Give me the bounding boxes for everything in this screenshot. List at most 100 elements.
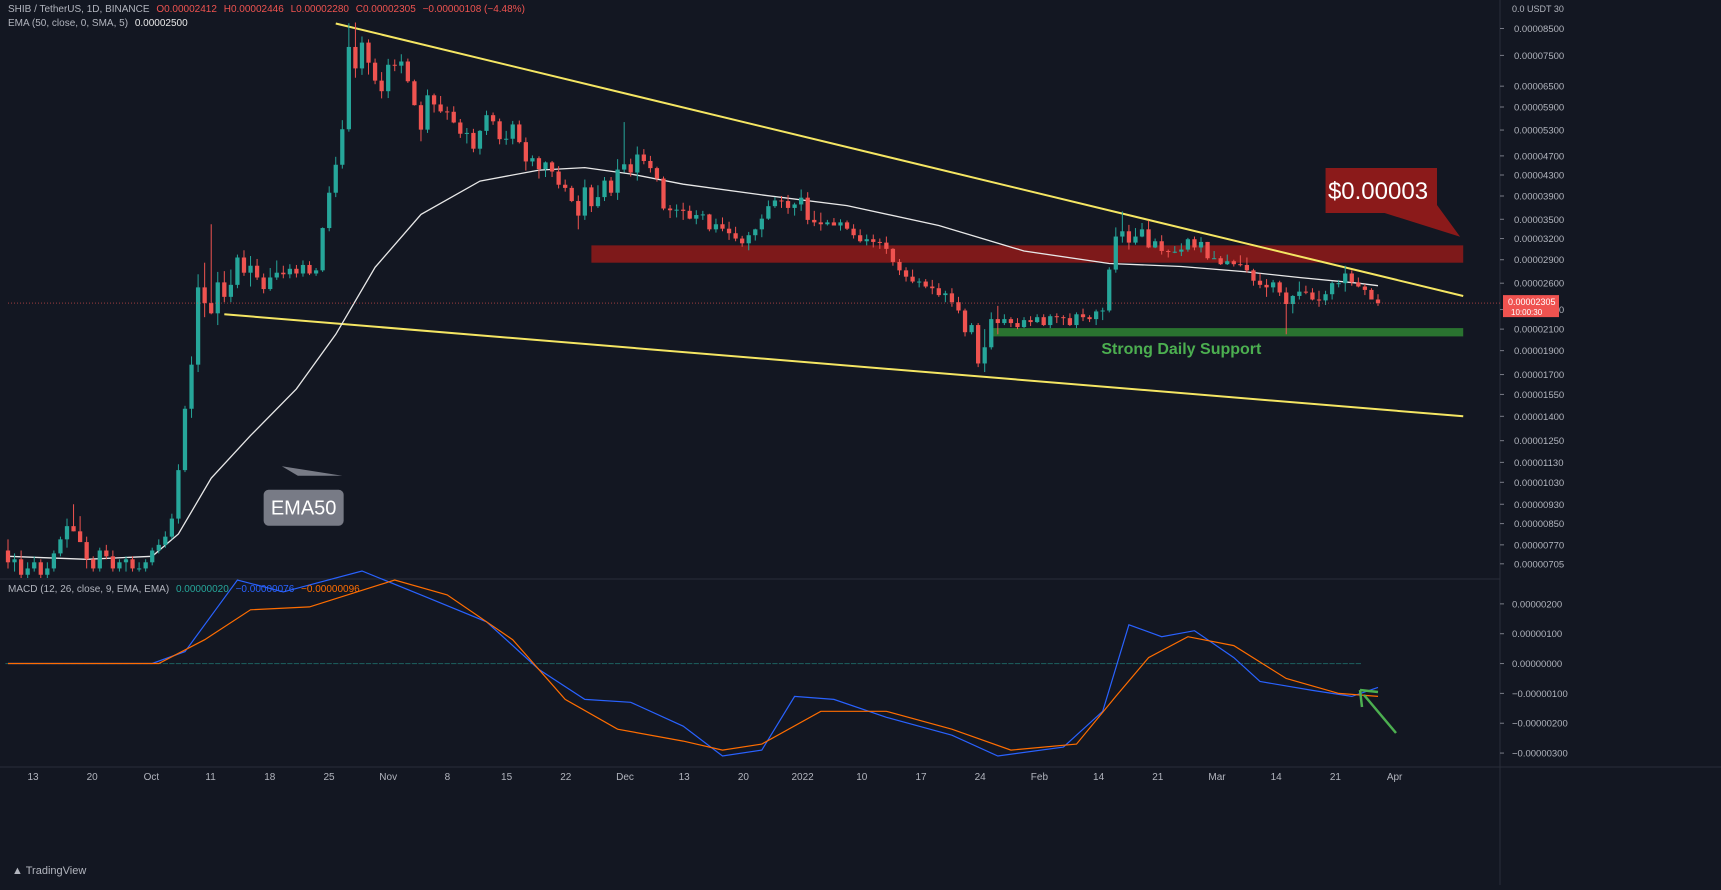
candle-body [884,242,889,249]
ema-legend-label[interactable]: EMA (50, close, 0, SMA, 5) [8,18,129,29]
price-tick-label: 0.00001130 [1514,458,1564,469]
candle-body [667,208,673,211]
macd-histogram-bar [805,663,811,665]
macd-tick-label: −0.00000300 [1512,749,1568,760]
macd-histogram-bar [1172,663,1178,665]
candle-body [923,281,928,287]
tradingview-logo[interactable]: ▲ TradingView [12,865,86,877]
candle-body [1166,250,1171,252]
tradingview-logo-icon: ▲ [12,865,26,877]
macd-legend-label[interactable]: MACD (12, 26, close, 9, EMA, EMA) [8,584,170,595]
candle-body [45,568,50,575]
candle-body [1270,282,1276,288]
candle-body [1172,251,1177,253]
macd-histogram-bar [503,663,509,665]
candle-body [445,111,450,113]
price-tick-label: 0.00006500 [1514,82,1564,93]
macd-histogram-bar [1355,663,1361,665]
macd-hist-value: 0.00000020 [175,584,229,595]
macd-histogram-bar [1093,663,1099,665]
macd-tick-label: 0.00000200 [1512,599,1562,610]
candle-body [589,187,594,207]
macd-histogram-bar [287,663,293,665]
candle-body [936,288,941,296]
candle-body [458,122,463,134]
candle-body [241,257,247,273]
macd-histogram-bar [569,663,575,665]
candle-body [1054,316,1059,318]
candle-body [831,222,837,226]
candle-body [818,222,823,225]
upper-trendline[interactable] [335,22,1464,297]
candle-body [268,277,273,290]
candle-body [1094,311,1099,320]
candle-body [536,158,542,170]
candle-body [785,201,791,208]
macd-histogram-bar [1008,663,1014,665]
candle-body [136,568,142,570]
macd-histogram-bar [1027,663,1034,665]
macd-histogram-bar [968,663,975,665]
macd-histogram-bar [398,663,404,665]
candle-body [1192,239,1197,248]
macd-histogram-bar [175,663,182,665]
macd-histogram-bar [1178,663,1184,665]
macd-histogram-bar [182,663,188,665]
candle-body [313,270,319,274]
candle-body [1290,295,1295,305]
candle-body [1002,319,1007,324]
macd-histogram-bar [247,663,254,665]
candle-body [1146,229,1151,248]
time-tick-label: 24 [975,772,987,783]
candle-body [353,46,358,69]
time-tick-label: 13 [679,772,691,783]
price-tick-label: 0.00001900 [1514,346,1564,357]
candle-body [1061,317,1066,319]
macd-histogram-bar [202,663,208,665]
candle-body [1159,241,1164,251]
candle-body [1297,291,1302,296]
price-tick-label: 0.00007500 [1514,51,1564,62]
ema-callout-pointer [281,466,343,476]
candle-body [871,239,876,242]
candle-body [418,105,424,130]
candle-body [84,542,89,560]
candle-body [687,210,692,219]
time-tick-label: Feb [1031,772,1049,783]
macd-histogram-bar [798,663,804,665]
macd-histogram-bar [333,663,339,665]
symbol-label[interactable]: SHIB / TetherUS, 1D, BINANCE [8,4,150,15]
macd-histogram-bar [700,663,706,665]
lower-trendline[interactable] [224,313,1464,418]
macd-tick-label: −0.00000200 [1512,719,1568,730]
candle-body [910,276,915,282]
candle-body [595,197,601,207]
countdown-value: 10:00:30 [1511,308,1543,317]
macd-histogram-bar [713,663,719,665]
candle-body [615,169,620,193]
macd-histogram-bar [949,663,955,665]
price-axis-unit: 0.0 USDT 30 [1512,4,1564,14]
candle-body [399,61,404,66]
macd-histogram-bar [234,663,241,665]
candle-body [1238,264,1243,266]
time-tick-label: 21 [1152,772,1164,783]
macd-histogram-bar [726,663,732,665]
macd-signal-line [8,579,1379,751]
macd-histogram-bar [359,663,365,665]
candle-body [838,222,843,226]
candle-body [969,325,974,333]
candle-body [104,550,109,557]
time-tick-label: Dec [616,772,634,783]
macd-histogram-bar [556,663,562,665]
macd-histogram-bar [490,663,496,665]
candle-body [254,265,260,278]
resistance-callout [1325,168,1461,237]
macd-histogram-bar [765,663,772,665]
macd-histogram-bar [1211,663,1217,665]
macd-histogram-bar [614,663,621,665]
candle-body [582,187,587,216]
macd-histogram-bar [169,663,175,665]
candle-body [471,132,476,149]
